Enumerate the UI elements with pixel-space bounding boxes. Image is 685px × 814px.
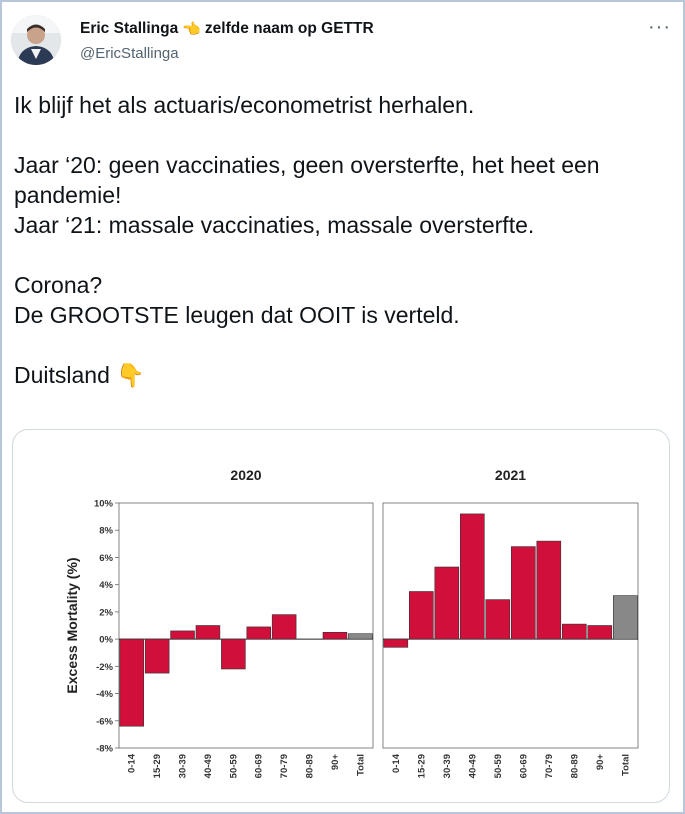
bar-2020-60-69 <box>246 626 272 640</box>
y-axis-label: Excess Mortality (%) <box>64 557 80 693</box>
x-tick-label: 30-39 <box>442 754 453 778</box>
panel-title-2021: 2021 <box>495 467 526 483</box>
panel-frame <box>382 502 639 749</box>
bar-2021-50-59 <box>485 599 511 640</box>
pointing-hand-icon: 👈 <box>182 21 201 38</box>
x-tick-label: Total <box>355 754 366 776</box>
bar-2020-70-79 <box>271 614 297 640</box>
profile-photo-icon <box>11 15 61 65</box>
bar-2020-90+ <box>322 632 348 640</box>
bar-2021-70-79 <box>536 540 562 640</box>
panel-frame <box>118 502 374 749</box>
x-tick-label: 15-29 <box>152 754 163 778</box>
bar-2020-50-59 <box>221 638 246 670</box>
y-tick-label: -6% <box>96 716 113 727</box>
bar-2021-Total <box>612 595 638 640</box>
tweet-text: Ik blijf het als actuaris/econometrist h… <box>14 92 600 388</box>
bar-2021-0-14 <box>383 638 409 648</box>
display-name[interactable]: Eric Stallinga <box>80 20 179 37</box>
x-tick-label: 0-14 <box>127 753 138 773</box>
bar-2021-30-39 <box>434 566 460 640</box>
x-tick-label: 15-29 <box>416 754 427 778</box>
excess-mortality-chart: Excess Mortality (%) 10% 8% 6% 4% 2% 0% -2% -4% -… <box>64 467 639 778</box>
bar-2020-0-14 <box>119 638 145 727</box>
y-tick-label: 4% <box>99 580 113 591</box>
x-tick-label: 80-89 <box>569 754 580 778</box>
display-name-row[interactable]: Eric Stallinga 👈 zelfde naam op GETTR <box>80 20 374 38</box>
x-tick-label: 50-59 <box>493 754 504 778</box>
panel-title-2020: 2020 <box>230 467 261 483</box>
x-tick-label: 0-14 <box>391 753 402 773</box>
x-tick-label: 40-49 <box>467 754 478 778</box>
bar-2021-40-49 <box>459 513 485 640</box>
x-tick-label: 70-79 <box>279 754 290 778</box>
bar-2020-Total <box>348 633 373 640</box>
bar-2020-40-49 <box>195 625 221 640</box>
bar-2020-15-29 <box>144 638 170 674</box>
y-tick-label: -8% <box>96 744 113 755</box>
y-tick-label: 8% <box>99 526 113 537</box>
x-tick-label: 40-49 <box>203 754 214 778</box>
user-handle[interactable]: @EricStallinga <box>80 45 179 62</box>
x-tick-label: 60-69 <box>518 754 529 778</box>
x-tick-label: 90+ <box>330 754 341 771</box>
bar-2021-90+ <box>587 625 613 640</box>
bar-2020-30-39 <box>170 630 195 640</box>
bar-2021-15-29 <box>408 591 434 640</box>
y-tick-label: -2% <box>96 662 113 673</box>
x-tick-label: 80-89 <box>305 754 316 778</box>
x-tick-label: 90+ <box>595 754 606 771</box>
x-tick-label: 60-69 <box>254 754 265 778</box>
avatar[interactable] <box>11 15 61 65</box>
y-tick-label: 10% <box>94 499 114 510</box>
x-tick-label: 30-39 <box>178 754 189 778</box>
y-tick-label: 2% <box>99 607 113 618</box>
x-tick-label: 70-79 <box>544 754 555 778</box>
y-tick-label: 6% <box>99 553 113 564</box>
media-card[interactable]: Excess Mortality (%) 10% 8% 6% 4% 2% 0% -2% -4% -… <box>12 429 670 803</box>
more-options-icon[interactable]: ··· <box>648 16 671 38</box>
y-tick-label: -4% <box>96 689 113 700</box>
x-tick-label: 50-59 <box>228 754 239 778</box>
bar-2021-60-69 <box>510 546 536 640</box>
y-tick-label: 0% <box>99 635 113 646</box>
display-name-suffix[interactable]: zelfde naam op GETTR <box>204 20 374 37</box>
bar-2021-80-89 <box>561 623 587 640</box>
x-tick-label: Total <box>620 754 631 776</box>
